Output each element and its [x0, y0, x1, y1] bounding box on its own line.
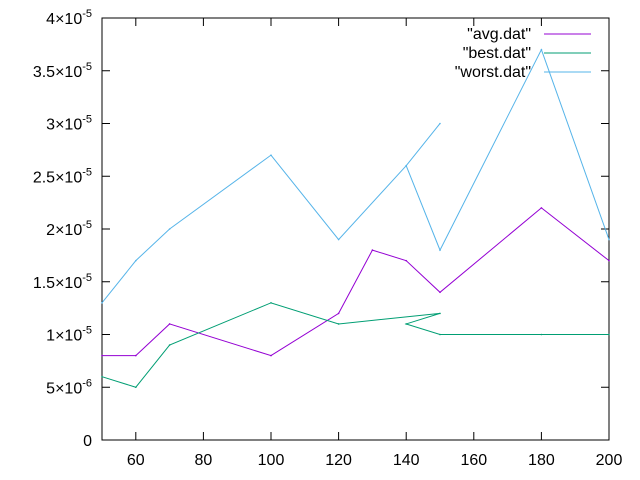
y-tick-label: 3×10-5	[46, 114, 92, 134]
data-point	[135, 386, 137, 389]
data-point	[540, 48, 543, 51]
y-tick-exponent: -5	[82, 61, 92, 73]
x-tick-label: 160	[460, 452, 487, 469]
data-point	[337, 238, 340, 241]
x-tick-label: 100	[258, 452, 285, 469]
y-tick-mantissa: 2×10	[46, 222, 82, 239]
y-tick-label: 5×10-6	[46, 377, 92, 397]
series-line	[102, 207, 610, 357]
x-axis: 60 80 100 120 140 160 180 200	[127, 18, 623, 469]
y-tick-mantissa: 1×10	[46, 328, 82, 345]
y-axis: 05×10-61×10-51.5×10-52×10-52.5×10-53×10-…	[33, 8, 609, 450]
series-2	[101, 48, 610, 304]
data-point	[405, 323, 408, 325]
y-tick-exponent: -5	[82, 8, 92, 20]
data-point	[168, 344, 171, 346]
data-point	[135, 354, 137, 357]
series-layer	[101, 48, 610, 389]
legend-label: "best.dat"	[463, 45, 531, 62]
data-point	[101, 375, 103, 378]
legend-label: "worst.dat"	[455, 64, 531, 81]
data-point	[270, 302, 272, 304]
data-point	[337, 312, 340, 315]
data-point	[608, 259, 610, 262]
y-tick-mantissa: 1.5×10	[33, 275, 82, 292]
legend-label: "avg.dat"	[467, 26, 531, 43]
data-point	[439, 333, 441, 336]
data-point	[101, 354, 103, 357]
y-tick-exponent: -5	[82, 166, 92, 178]
x-tick-label: 180	[528, 452, 555, 469]
y-tick-exponent: -6	[82, 377, 92, 389]
y-tick-label: 0	[83, 433, 92, 450]
y-tick-label: 2.5×10-5	[33, 166, 92, 186]
data-point	[439, 122, 441, 125]
data-point	[270, 354, 272, 357]
x-tick-label: 200	[596, 452, 623, 469]
y-tick-mantissa: 0	[83, 433, 92, 450]
x-tick-label: 140	[393, 452, 420, 469]
y-tick-exponent: -5	[82, 219, 92, 231]
series-line	[101, 48, 610, 304]
y-tick-mantissa: 4×10	[46, 11, 82, 28]
x-tick-label: 80	[195, 452, 213, 469]
data-point	[439, 312, 441, 315]
y-tick-label: 3.5×10-5	[33, 61, 92, 81]
data-point	[439, 249, 441, 251]
data-point	[540, 207, 543, 209]
y-tick-mantissa: 2.5×10	[33, 169, 82, 186]
y-tick-mantissa: 3×10	[46, 117, 82, 134]
y-tick-exponent: -5	[82, 325, 92, 337]
series-0	[101, 207, 610, 357]
data-point	[101, 302, 103, 304]
legend: "avg.dat" "best.dat" "worst.dat"	[455, 26, 591, 81]
plot-frame	[101, 17, 610, 441]
data-point	[337, 323, 340, 325]
y-tick-mantissa: 5×10	[46, 380, 82, 397]
data-point	[439, 291, 441, 294]
data-point	[168, 323, 171, 325]
y-tick-mantissa: 3.5×10	[33, 64, 82, 81]
y-tick-label: 4×10-5	[46, 8, 92, 28]
data-point	[371, 249, 374, 251]
data-point	[168, 228, 171, 230]
y-tick-label: 1.5×10-5	[33, 272, 92, 292]
data-point	[405, 259, 408, 262]
plot-border	[101, 17, 610, 441]
y-tick-exponent: -5	[82, 114, 92, 126]
series-line	[101, 302, 609, 388]
x-tick-label: 60	[127, 452, 145, 469]
data-point	[540, 333, 543, 336]
data-point	[405, 164, 408, 167]
y-tick-label: 2×10-5	[46, 219, 92, 239]
data-point	[608, 333, 610, 336]
data-point	[608, 238, 610, 241]
data-point	[135, 259, 137, 262]
data-point	[270, 154, 272, 156]
y-tick-exponent: -5	[82, 272, 92, 284]
series-1	[101, 302, 610, 389]
x-tick-label: 120	[325, 452, 352, 469]
y-tick-label: 1×10-5	[46, 325, 92, 345]
